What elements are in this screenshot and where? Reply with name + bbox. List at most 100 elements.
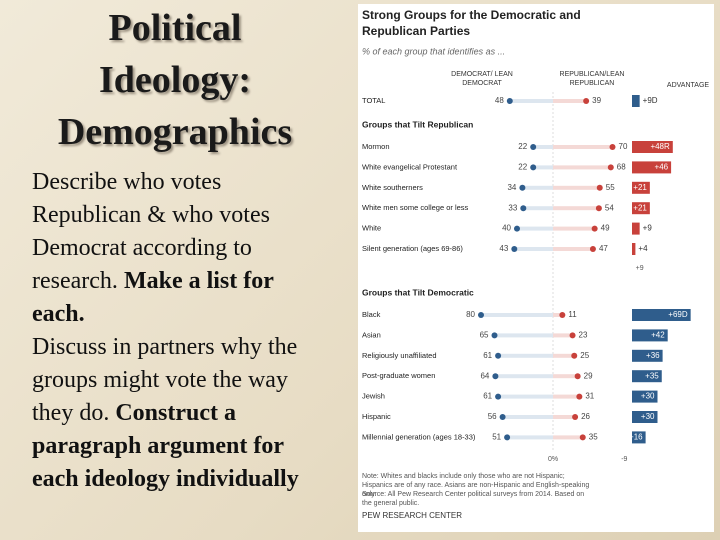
advantage-bar [632,349,663,362]
rep-value-label: 70 [619,142,628,151]
advantage-label: +69D [668,310,688,319]
dem-dot [514,225,520,232]
advantage-bar [632,202,650,215]
paragraph: Discuss in partners why the groups might… [32,331,332,496]
advantage-label: +21 [633,183,647,192]
advantage-bar [632,161,672,174]
dem-dot [530,164,537,171]
rep-value-label: 55 [606,183,615,192]
rep-value-label: 26 [581,412,590,421]
row-band [553,165,611,170]
category-label: Religiously unaffiliated [362,351,437,360]
dem-value-label: 64 [480,371,489,380]
row-band [553,374,578,379]
title-line: Political [108,7,242,49]
bold-text: Construct a paragraph argument for each … [32,400,299,492]
dem-value-label: 34 [507,183,516,192]
dem-dot [520,205,527,212]
slide-title: Political Ideology: Demographics [20,2,330,158]
category-label: Black [362,310,381,319]
dem-value-label: 51 [492,433,501,442]
row-band [553,435,583,440]
rep-value-label: 68 [617,163,626,172]
advantage-label: +21 [633,203,647,212]
advantage-bar [632,95,640,107]
advantage-label: +30 [641,412,655,421]
rep-dot [591,225,598,232]
row-band [498,353,553,358]
advantage-label: +42 [651,331,665,340]
advantage-label: +46 [655,163,669,172]
dem-dot [504,434,511,441]
row-band [553,145,613,149]
row-band [517,226,553,231]
dem-dot [499,414,506,420]
rep-dot [572,414,579,420]
row-band [553,247,593,251]
group-title: Groups that Tilt Republican [362,119,473,129]
advantage-bar [632,411,658,423]
row-band [522,185,553,190]
dem-value-label: 61 [483,392,492,401]
slide-body: Describe who votes Republican & who vote… [32,166,332,496]
row-band [502,415,553,419]
rep-value-label: 54 [605,203,614,212]
rep-value-label: 49 [601,224,610,233]
advantage-bar [632,329,668,342]
advantage-label: +9D [643,96,658,105]
row-band [553,394,580,399]
chart-note: Note: Whites and blacks include only tho… [362,473,589,498]
x-tick-label: 0% [548,456,558,463]
advantage-bar [632,181,650,194]
dem-value-label: 56 [488,412,497,421]
text: Describe who votes Republican & who vote… [32,169,270,294]
dem-dot [495,393,502,400]
group-title: Groups that Tilt Democratic [362,287,474,297]
rep-dot [574,373,581,380]
category-label: White [362,224,381,233]
dem-value-label: 48 [495,96,504,105]
advantage-bar [632,309,691,321]
advantage-bar [632,222,640,235]
dem-dot [519,184,526,191]
advantage-label: +30 [641,392,655,401]
row-band [553,313,563,317]
row-band [553,99,587,103]
column-header: REPUBLICAN/LEAN REPUBLICAN [560,71,625,87]
rep-dot [571,352,578,359]
chart-panel [358,4,714,532]
advantage-tick-label: -9 [621,456,627,463]
category-label: Asian [362,330,381,339]
chart-subtitle: % of each group that identifies as ... [362,46,505,56]
chart-credit: PEW RESEARCH CENTER [362,511,462,520]
category-label: White southerners [362,183,423,192]
advantage-bar [632,431,646,444]
rep-dot [589,246,596,252]
row-band [533,145,553,149]
rep-value-label: 25 [580,351,589,360]
rep-dot [583,98,590,104]
category-label: Mormon [362,142,390,151]
row-band [507,435,553,440]
advantage-label: +4 [638,244,648,253]
dem-value-label: 22 [518,142,527,151]
rep-dot [559,312,566,318]
dem-value-label: 22 [518,163,527,172]
chart-source: Source: All Pew Research Center politica… [362,491,584,507]
dem-value-label: 43 [499,244,508,253]
advantage-bar [632,141,673,153]
row-band [553,415,576,419]
advantage-label: +36 [646,351,660,360]
advantage-label: +16 [629,433,643,442]
dem-dot [492,373,499,380]
advantage-bar [632,390,658,403]
rep-dot [579,434,586,441]
chart: Strong Groups for the Democratic and Repu… [358,4,714,532]
row-band [553,226,595,231]
chart-title: Strong Groups for the Democratic and Repu… [362,8,581,38]
advantage-bar [632,243,636,255]
advantage-tick-label: +9 [636,265,644,272]
category-label: Hispanic [362,412,391,421]
advantage-bar [632,370,662,383]
row-band [498,394,553,399]
